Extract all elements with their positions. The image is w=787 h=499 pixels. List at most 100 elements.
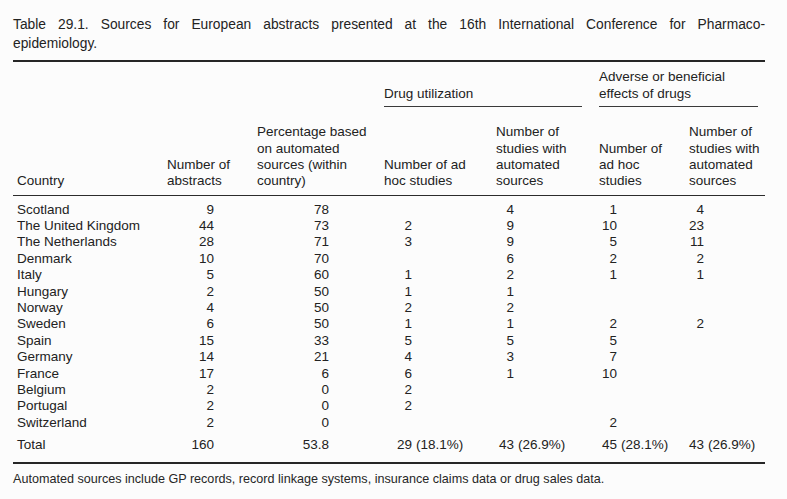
cell-du-automated — [492, 415, 591, 431]
cell-abstracts: 28 — [163, 234, 247, 250]
cell-pct-automated: 73 — [247, 218, 380, 234]
total-row: Total 160 53.8 29(18.1%) 43(26.9%) 45(28… — [13, 431, 765, 462]
cell-du-automated: 1 — [492, 366, 591, 382]
cell-pct-automated: 60 — [247, 267, 380, 283]
cell-du-automated: 1 — [492, 284, 591, 300]
cell-du-automated: 2 — [492, 267, 591, 283]
cell-ae-automated: 23 — [681, 218, 765, 234]
cell-du-automated — [492, 382, 591, 398]
total-ae-automated: 43(26.9%) — [681, 431, 765, 462]
table-row: Switzerland 2 0 2 — [13, 415, 765, 431]
cell-du-automated: 4 — [492, 195, 591, 218]
cell-ae-adhoc: 10 — [591, 218, 681, 234]
cell-ae-automated — [681, 300, 765, 316]
group-header-adverse-effects: Adverse or beneficial effects of drugs — [599, 69, 758, 107]
column-header-abstracts: Number of abstracts — [163, 107, 247, 195]
cell-du-adhoc: 5 — [380, 333, 492, 349]
cell-pct-automated: 21 — [247, 349, 380, 365]
cell-du-automated: 2 — [492, 300, 591, 316]
cell-country: The Netherlands — [13, 234, 163, 250]
cell-ae-adhoc: 10 — [591, 366, 681, 382]
table-body: Scotland 9 78 4 1 4 The United Kingdom 4… — [13, 195, 765, 431]
group-header-spacer — [13, 61, 380, 107]
cell-du-adhoc: 2 — [380, 218, 492, 234]
table-row: Norway 4 50 2 2 — [13, 300, 765, 316]
cell-ae-automated — [681, 382, 765, 398]
cell-pct-automated: 70 — [247, 251, 380, 267]
cell-pct-automated: 33 — [247, 333, 380, 349]
table-row: The United Kingdom 44 73 2 9 10 23 — [13, 218, 765, 234]
cell-pct-automated: 50 — [247, 284, 380, 300]
cell-ae-automated: 1 — [681, 267, 765, 283]
table-row: The Netherlands 28 71 3 9 5 11 — [13, 234, 765, 250]
table-row: Hungary 2 50 1 1 — [13, 284, 765, 300]
cell-pct-automated: 0 — [247, 415, 380, 431]
cell-ae-automated — [681, 349, 765, 365]
cell-du-adhoc: 2 — [380, 382, 492, 398]
cell-du-adhoc: 1 — [380, 284, 492, 300]
total-label: Total — [13, 431, 163, 462]
cell-du-adhoc: 2 — [380, 300, 492, 316]
cell-du-automated: 9 — [492, 218, 591, 234]
cell-du-automated: 3 — [492, 349, 591, 365]
table-row: France 17 6 6 1 10 — [13, 366, 765, 382]
cell-abstracts: 44 — [163, 218, 247, 234]
cell-country: Portugal — [13, 398, 163, 414]
cell-du-automated: 9 — [492, 234, 591, 250]
cell-du-adhoc: 1 — [380, 267, 492, 283]
table-caption: Table 29.1. Sources for European abstrac… — [13, 15, 765, 53]
cell-country: Scotland — [13, 195, 163, 218]
column-header-ae-automated: Number of studies with automated sources — [681, 107, 765, 195]
table-row: Scotland 9 78 4 1 4 — [13, 195, 765, 218]
cell-abstracts: 10 — [163, 251, 247, 267]
cell-abstracts: 9 — [163, 195, 247, 218]
cell-pct-automated: 6 — [247, 366, 380, 382]
total-pct-automated: 53.8 — [247, 431, 380, 462]
cell-country: Hungary — [13, 284, 163, 300]
cell-abstracts: 15 — [163, 333, 247, 349]
cell-country: Italy — [13, 267, 163, 283]
cell-ae-automated: 2 — [681, 251, 765, 267]
cell-abstracts: 6 — [163, 316, 247, 332]
cell-pct-automated: 50 — [247, 316, 380, 332]
cell-ae-automated: 4 — [681, 195, 765, 218]
cell-abstracts: 17 — [163, 366, 247, 382]
column-header-ae-adhoc: Number of ad hoc studies — [591, 107, 681, 195]
column-header-du-adhoc: Number of ad hoc studies — [380, 107, 492, 195]
cell-abstracts: 2 — [163, 284, 247, 300]
cell-du-automated: 5 — [492, 333, 591, 349]
table-caption-line2: epidemiology. — [13, 34, 765, 53]
total-abstracts: 160 — [163, 431, 247, 462]
cell-du-automated: 6 — [492, 251, 591, 267]
cell-ae-automated: 11 — [681, 234, 765, 250]
cell-country: Sweden — [13, 316, 163, 332]
cell-du-adhoc: 3 — [380, 234, 492, 250]
total-du-adhoc: 29(18.1%) — [380, 431, 492, 462]
cell-du-adhoc: 1 — [380, 316, 492, 332]
cell-ae-adhoc: 7 — [591, 349, 681, 365]
table-row: Portugal 2 0 2 — [13, 398, 765, 414]
cell-abstracts: 5 — [163, 267, 247, 283]
cell-country: Germany — [13, 349, 163, 365]
cell-ae-adhoc — [591, 382, 681, 398]
cell-ae-adhoc: 5 — [591, 333, 681, 349]
cell-country: France — [13, 366, 163, 382]
cell-ae-adhoc — [591, 300, 681, 316]
cell-ae-automated — [681, 366, 765, 382]
column-header-country: Country — [13, 107, 163, 195]
cell-du-automated — [492, 398, 591, 414]
cell-country: Denmark — [13, 251, 163, 267]
cell-pct-automated: 78 — [247, 195, 380, 218]
cell-ae-adhoc: 5 — [591, 234, 681, 250]
table-row: Sweden 6 50 1 1 2 2 — [13, 316, 765, 332]
cell-pct-automated: 0 — [247, 398, 380, 414]
table-row: Spain 15 33 5 5 5 — [13, 333, 765, 349]
cell-ae-automated — [681, 415, 765, 431]
cell-pct-automated: 50 — [247, 300, 380, 316]
cell-du-adhoc — [380, 195, 492, 218]
cell-ae-adhoc: 1 — [591, 267, 681, 283]
footnote: Automated sources include GP records, re… — [13, 464, 765, 486]
column-header-row: Country Number of abstracts Percentage b… — [13, 107, 765, 195]
cell-du-adhoc: 6 — [380, 366, 492, 382]
cell-abstracts: 4 — [163, 300, 247, 316]
